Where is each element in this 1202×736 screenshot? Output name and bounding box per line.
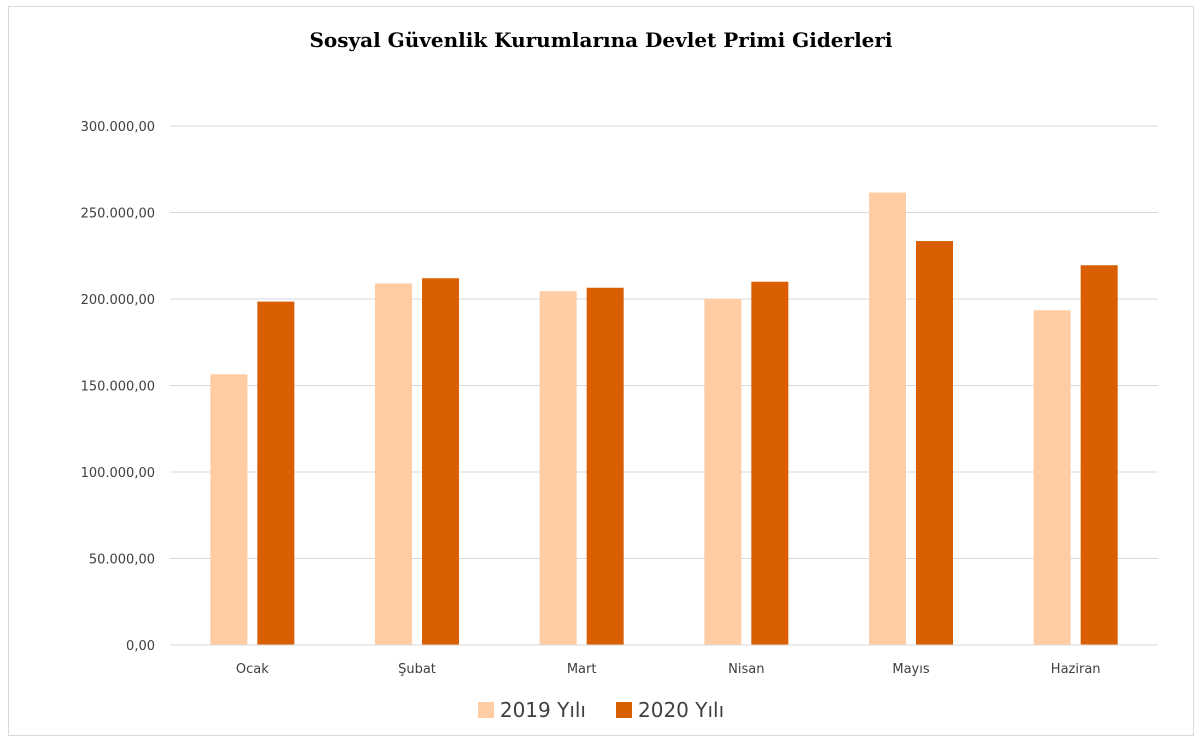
bar-2020-nisan — [751, 281, 789, 645]
bar-2020-mayıs — [916, 241, 953, 646]
x-tick-label: Mart — [567, 662, 597, 677]
legend-label-2020: 2020 Yılı — [638, 698, 725, 722]
bar-2019-ocak — [210, 374, 248, 645]
legend-item-2019: 2019 Yılı — [477, 698, 586, 722]
legend-swatch-2019 — [477, 702, 494, 718]
legend: 2019 Yılı 2020 Yılı — [0, 698, 1202, 722]
gridlines — [170, 125, 1158, 646]
y-tick-label: 50.000,00 — [89, 553, 155, 568]
bar-2019-şubat — [375, 283, 412, 645]
bar-2019-haziran — [1033, 310, 1071, 645]
y-tick-label: 200.000,00 — [81, 293, 155, 308]
bar-2019-nisan — [704, 299, 742, 645]
y-axis: 0,00 50.000,00 100.000,00 150.000,00 200.000… — [81, 120, 155, 654]
x-tick-label: Ocak — [236, 662, 269, 677]
y-tick-label: 100.000,00 — [81, 466, 155, 481]
bar-2020-mart — [586, 287, 624, 645]
x-tick-label: Mayıs — [892, 662, 929, 677]
bar-2020-haziran — [1080, 265, 1118, 645]
bar-2019-mart — [539, 291, 577, 645]
legend-label-2019: 2019 Yılı — [499, 698, 586, 722]
bars — [210, 192, 1118, 646]
bar-2019-mayıs — [869, 192, 906, 646]
legend-item-2020: 2020 Yılı — [616, 698, 724, 722]
x-tick-label: Haziran — [1051, 662, 1101, 677]
y-tick-label: 300.000,00 — [81, 120, 155, 135]
x-tick-label: Şubat — [398, 662, 436, 677]
bar-2020-ocak — [257, 301, 295, 645]
chart-title: Sosyal Güvenlik Kurumlarına Devlet Primi… — [309, 28, 893, 52]
x-tick-label: Nisan — [728, 662, 764, 677]
y-tick-label: 250.000,00 — [81, 207, 155, 222]
y-tick-label: 0,00 — [126, 639, 155, 654]
y-tick-label: 150.000,00 — [81, 380, 155, 395]
legend-swatch-2020 — [616, 702, 632, 718]
x-axis: Ocak Şubat Mart Nisan Mayıs Haziran — [170, 644, 1158, 677]
bar-2020-şubat — [422, 278, 459, 645]
